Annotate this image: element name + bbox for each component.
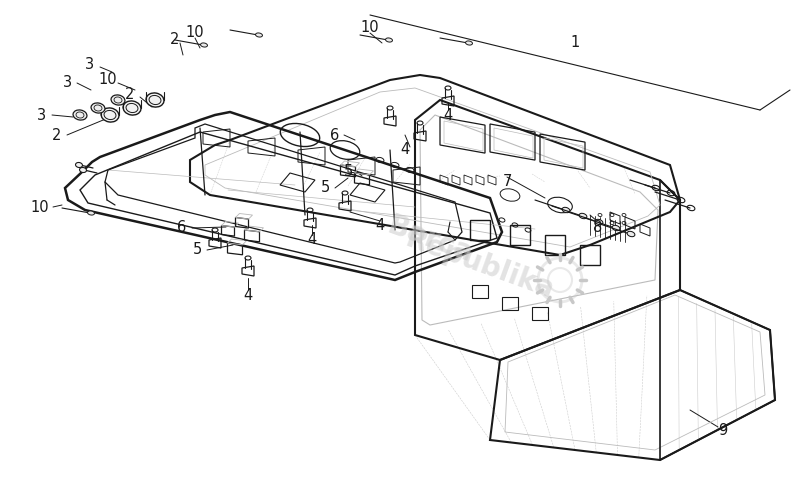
Ellipse shape <box>87 211 94 215</box>
Ellipse shape <box>595 220 603 225</box>
Ellipse shape <box>255 33 262 37</box>
Text: 10: 10 <box>98 73 118 88</box>
Text: 2: 2 <box>126 88 134 102</box>
Text: 4: 4 <box>443 107 453 122</box>
Text: Barca: Barca <box>383 212 477 269</box>
Text: 4: 4 <box>307 232 317 247</box>
Text: 1: 1 <box>570 35 580 50</box>
Text: 3: 3 <box>38 107 46 122</box>
Ellipse shape <box>101 108 119 122</box>
Ellipse shape <box>466 41 473 45</box>
Text: 4: 4 <box>400 143 410 157</box>
Text: 10: 10 <box>186 25 204 41</box>
Text: 6: 6 <box>330 127 340 143</box>
Text: 4: 4 <box>243 288 253 302</box>
Text: 9: 9 <box>718 422 728 438</box>
Text: 10: 10 <box>361 21 379 35</box>
Text: Republika: Republika <box>402 225 558 305</box>
Ellipse shape <box>146 93 164 107</box>
Ellipse shape <box>91 103 105 113</box>
Ellipse shape <box>73 110 87 120</box>
Text: 3: 3 <box>63 75 73 91</box>
Text: 2: 2 <box>52 127 62 143</box>
Ellipse shape <box>612 225 620 231</box>
Text: 3: 3 <box>86 57 94 73</box>
Ellipse shape <box>75 163 82 168</box>
Text: 2: 2 <box>170 32 180 48</box>
Ellipse shape <box>579 213 587 219</box>
Ellipse shape <box>562 207 570 213</box>
Text: 4: 4 <box>375 219 385 234</box>
Ellipse shape <box>79 168 86 172</box>
Text: 7: 7 <box>502 174 512 190</box>
Ellipse shape <box>201 43 207 47</box>
Ellipse shape <box>123 101 141 115</box>
Ellipse shape <box>627 231 635 237</box>
Text: 10: 10 <box>30 199 50 215</box>
Text: 6: 6 <box>178 220 186 236</box>
Text: 5: 5 <box>192 243 202 258</box>
Ellipse shape <box>386 38 393 42</box>
Text: 8: 8 <box>594 220 602 235</box>
Text: 5: 5 <box>320 180 330 196</box>
Ellipse shape <box>111 95 125 105</box>
Text: 5: 5 <box>343 165 353 179</box>
